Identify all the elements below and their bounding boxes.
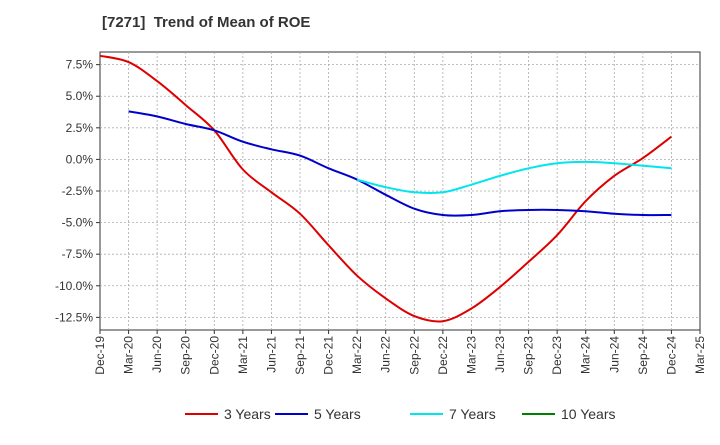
y-tick-label: 0.0% — [66, 152, 94, 166]
series-lines — [99, 54, 672, 323]
legend-label-7-years: 7 Years — [449, 406, 496, 422]
y-tick-label: -2.5% — [62, 184, 94, 198]
grid — [100, 52, 700, 330]
y-tick-label: 2.5% — [66, 121, 94, 135]
x-tick-label: Dec-23 — [550, 336, 564, 375]
x-tick-label: Jun-20 — [150, 336, 164, 373]
x-tick-label: Jun-21 — [264, 336, 278, 373]
series-line-5-years — [128, 110, 672, 217]
x-tick-label: Mar-20 — [122, 336, 136, 374]
x-tick-label: Sep-22 — [407, 336, 421, 375]
x-tick-label: Sep-23 — [522, 336, 536, 375]
y-tick-label: 7.5% — [66, 58, 94, 72]
y-tick-label: -7.5% — [62, 247, 94, 261]
x-tick-label: Dec-22 — [436, 336, 450, 375]
x-tick-label: Jun-24 — [607, 336, 621, 373]
y-tick-label: -12.5% — [55, 310, 93, 324]
series-line-7-years — [356, 160, 672, 195]
x-tick-label: Mar-22 — [350, 336, 364, 374]
x-tick-label: Sep-24 — [636, 336, 650, 375]
legend-label-5-years: 5 Years — [314, 406, 361, 422]
y-tick-label: -10.0% — [55, 279, 93, 293]
x-tick-label: Mar-23 — [464, 336, 478, 374]
x-tick-label: Sep-21 — [293, 336, 307, 375]
x-tick-label: Dec-24 — [664, 336, 678, 375]
y-tick-label: 5.0% — [66, 89, 94, 103]
axes: 7.5% 5.0% 2.5% 0.0% -2.5% -5.0% -7.5% -10.0% -12… — [55, 58, 707, 375]
x-tick-label: Mar-21 — [236, 336, 250, 374]
y-tick-label: -5.0% — [62, 216, 94, 230]
x-tick-label: Sep-20 — [179, 336, 193, 375]
x-tick-label: Dec-20 — [207, 336, 221, 375]
x-tick-label: Dec-21 — [322, 336, 336, 375]
x-tick-label: Mar-24 — [579, 336, 593, 374]
legend-label-10-years: 10 Years — [561, 406, 616, 422]
x-tick-label: Dec-19 — [93, 336, 107, 375]
chart-title: [7271] Trend of Mean of ROE — [102, 14, 311, 31]
x-tick-label: Jun-23 — [493, 336, 507, 373]
x-tick-label: Jun-22 — [379, 336, 393, 373]
legend: 3 Years 5 Years 7 Years 10 Years — [185, 406, 616, 422]
legend-label-3-years: 3 Years — [224, 406, 271, 422]
x-tick-label: Mar-25 — [693, 336, 707, 374]
